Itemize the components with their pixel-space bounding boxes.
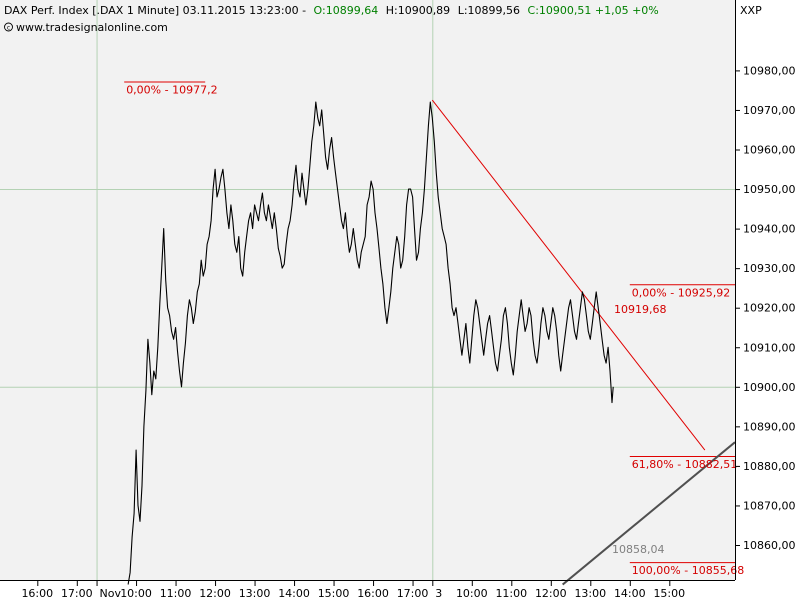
- x-tick-label: 10:00: [120, 587, 152, 600]
- price-label: 10858,04: [612, 543, 665, 556]
- x-tick-label: 15:00: [653, 587, 685, 600]
- y-tick-label: 10890,00: [743, 420, 796, 433]
- x-tick-label: 10:00: [456, 587, 488, 600]
- y-tick-label: 10870,00: [743, 499, 796, 512]
- x-tick-label: 12:00: [535, 587, 567, 600]
- price-label: 10919,68: [614, 303, 667, 316]
- y-tick-label: 10980,00: [743, 64, 796, 77]
- y-tick-label: 10930,00: [743, 262, 796, 275]
- x-tick-label: Nov: [100, 587, 122, 600]
- support-line: [562, 441, 736, 586]
- x-tick-label: 3: [435, 587, 442, 600]
- open-value: O:10899,64: [314, 4, 379, 17]
- copyright-icon-letter: c: [7, 25, 10, 32]
- y-tick-label: 10960,00: [743, 144, 796, 157]
- x-tick-label: 13:00: [574, 587, 606, 600]
- x-tick-label: 16:00: [21, 587, 53, 600]
- gridlines: [0, 0, 735, 580]
- x-tick-label: 13:00: [239, 587, 271, 600]
- price-line: [127, 101, 614, 585]
- fib-level-label: 0,00% - 10977,2: [126, 83, 217, 96]
- y-tick-label: 10920,00: [743, 302, 796, 315]
- chart-title: DAX Perf. Index [.DAX 1 Minute] 03.11.20…: [4, 4, 659, 17]
- y-tick-label: 10950,00: [743, 183, 796, 196]
- copyright-icon: [4, 22, 13, 32]
- x-tick-label: 11:00: [495, 587, 527, 600]
- x-tick-label: 11:00: [160, 587, 192, 600]
- y-tick-label: 10880,00: [743, 460, 796, 473]
- annotation-labels: 0,00% - 10977,2 0,00% - 10925,92 61,80% - …: [126, 83, 744, 577]
- exchange-label: XXP: [740, 4, 762, 17]
- x-tick-label: 16:00: [357, 587, 389, 600]
- fib-level-label: 100,00% - 10855,68: [632, 564, 744, 577]
- price-axis: 10860,00 10870,00 10880,00 10890,00 10900,00…: [735, 64, 796, 552]
- drawn-lines: [431, 99, 736, 586]
- x-tick-label: 14:00: [614, 587, 646, 600]
- x-tick-label: 14:00: [278, 587, 310, 600]
- y-tick-label: 10900,00: [743, 381, 796, 394]
- time-axis: 16:00 17:00 Nov 10:00 11:00 12:00 13:00 14:00 15…: [21, 580, 685, 600]
- close-value: C:10900,51 +1,05 +0%: [528, 4, 659, 17]
- y-tick-label: 10970,00: [743, 104, 796, 117]
- low-value: L:10899,56: [458, 4, 520, 17]
- y-tick-label: 10910,00: [743, 341, 796, 354]
- header: DAX Perf. Index [.DAX 1 Minute] 03.11.20…: [4, 4, 659, 34]
- x-tick-label: 17:00: [61, 587, 93, 600]
- fib-level-label: 0,00% - 10925,92: [632, 286, 730, 299]
- high-value: H:10900,89: [386, 4, 450, 17]
- y-tick-label: 10860,00: [743, 539, 796, 552]
- x-tick-label: 12:00: [199, 587, 231, 600]
- y-tick-label: 10940,00: [743, 223, 796, 236]
- source-link[interactable]: www.tradesignalonline.com: [16, 21, 168, 34]
- x-tick-label: 15:00: [318, 587, 350, 600]
- x-tick-label: 17:00: [397, 587, 429, 600]
- instrument-title: DAX Perf. Index [.DAX 1 Minute] 03.11.20…: [4, 4, 306, 17]
- trendline: [431, 99, 706, 451]
- price-series: [127, 101, 614, 585]
- plot-area[interactable]: [0, 0, 735, 580]
- fib-level-label: 61,80% - 10882,51: [632, 458, 737, 471]
